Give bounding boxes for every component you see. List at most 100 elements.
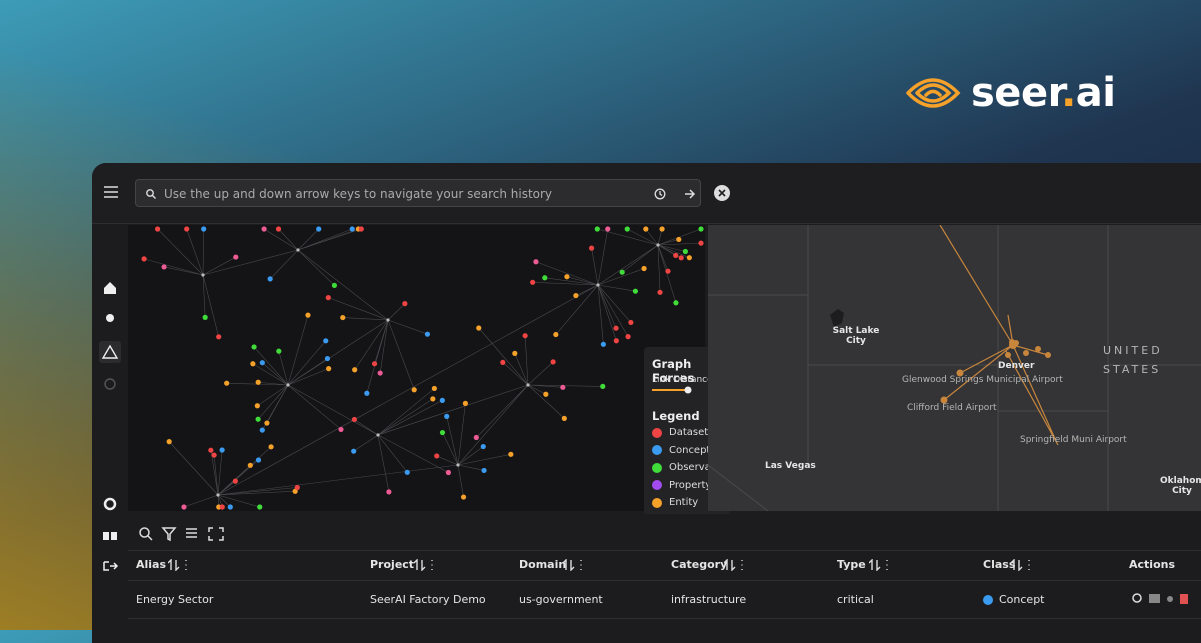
graph-node: [411, 387, 417, 393]
graph-edge: [157, 228, 204, 276]
graph-node: [456, 463, 460, 467]
graph-node: [202, 314, 208, 320]
table-cell: infrastructure: [671, 593, 747, 606]
graph-edge: [186, 228, 204, 276]
sort-arrows: [168, 559, 187, 571]
graph-node: [600, 341, 606, 347]
delete-action[interactable]: [1180, 594, 1188, 604]
graph-edge: [657, 242, 702, 246]
graph-edge: [297, 228, 353, 251]
app-window: Use the up and down arrow keys to naviga…: [92, 163, 1201, 643]
graph-node: [154, 226, 161, 232]
graph-node: [444, 413, 450, 419]
link-distance-slider[interactable]: [652, 385, 724, 395]
legend-title: Legend: [652, 409, 700, 423]
graph-edge: [202, 256, 236, 276]
sort-icon[interactable]: [414, 559, 436, 571]
search-placeholder: Use the up and down arrow keys to naviga…: [164, 187, 553, 201]
graph-edge: [183, 494, 219, 508]
graph-node: [676, 236, 682, 243]
graph-edge: [287, 368, 329, 386]
graph-node: [259, 427, 265, 433]
graph-node: [682, 248, 689, 255]
submit-button[interactable]: [684, 188, 696, 200]
explore-icon[interactable]: [106, 314, 114, 322]
view-action[interactable]: [1132, 593, 1142, 603]
graph-node: [276, 348, 282, 354]
graph-node: [267, 276, 273, 282]
graph-edge: [217, 494, 231, 508]
map-canvas[interactable]: [708, 225, 1201, 511]
graph-node: [255, 457, 262, 463]
graph-node: [364, 390, 370, 396]
graph-node: [508, 451, 514, 457]
search-tool[interactable]: [139, 527, 150, 538]
columns-tool[interactable]: [186, 528, 197, 538]
graph-edge: [597, 228, 659, 246]
map-view: Salt Lake City Denver Las Vegas Oklahoma…: [708, 225, 1201, 511]
graph-edge: [387, 319, 415, 390]
sort-icon[interactable]: [869, 559, 891, 571]
graph-node: [600, 383, 606, 389]
home-icon[interactable]: [104, 282, 116, 294]
graph-node: [596, 283, 600, 287]
graph-node: [512, 350, 518, 356]
graph-edge: [297, 228, 319, 251]
settings-icon[interactable]: [103, 497, 117, 511]
graph-edge: [278, 351, 289, 386]
graph-edge: [591, 248, 599, 286]
graph-node: [275, 226, 282, 232]
graph-node: [216, 493, 220, 497]
history-button[interactable]: [654, 188, 666, 200]
clear-button[interactable]: [714, 185, 730, 201]
column-header: Domain: [519, 558, 567, 571]
graph-node: [255, 379, 261, 385]
sidebar: [92, 224, 128, 643]
sort-icon[interactable]: [563, 559, 585, 571]
sort-icon[interactable]: [168, 559, 190, 571]
model-icon[interactable]: [104, 378, 116, 390]
graph-node: [605, 226, 611, 232]
graph-edge: [263, 228, 299, 251]
column-header: Project: [370, 558, 415, 571]
graph-node: [656, 243, 660, 247]
graph-edges: [144, 228, 702, 508]
docs-icon[interactable]: [103, 532, 117, 540]
share-action[interactable]: [1167, 596, 1173, 602]
search-input[interactable]: Use the up and down arrow keys to naviga…: [135, 179, 701, 207]
brand-logo: seer.ai: [905, 70, 1116, 116]
graph-node: [219, 504, 225, 510]
graph-node: [227, 504, 233, 510]
filter-tool[interactable]: [161, 527, 177, 541]
graph-edge: [377, 388, 435, 436]
graph-node: [254, 403, 260, 409]
sort-icon[interactable]: [724, 559, 746, 571]
graph-edge: [377, 434, 390, 492]
graph-node: [542, 275, 548, 281]
table-cell: Energy Sector: [136, 593, 214, 606]
graph-canvas[interactable]: [128, 225, 705, 511]
class-dot: [983, 595, 993, 605]
graph-edge: [210, 450, 219, 496]
logout-icon[interactable]: [103, 561, 119, 571]
table-toolbar: [139, 527, 224, 541]
legend-item: Property: [652, 480, 711, 491]
graph-edge: [258, 381, 289, 386]
graph-edge: [217, 494, 260, 508]
graph-edge: [657, 239, 679, 246]
graph-node: [543, 391, 549, 397]
graph-edge: [446, 416, 459, 466]
graph-edge: [202, 274, 206, 318]
graph-node: [224, 380, 230, 386]
fullscreen-tool[interactable]: [208, 527, 224, 541]
graph-edge: [257, 384, 289, 406]
graph-node: [476, 325, 482, 331]
graph-tab-active[interactable]: [99, 341, 121, 363]
map-action[interactable]: [1149, 594, 1160, 603]
sort-icon[interactable]: [1011, 559, 1033, 571]
menu-button[interactable]: [104, 186, 118, 198]
graph-edge: [597, 284, 617, 329]
graph-node: [324, 355, 331, 362]
graph-edge: [202, 249, 299, 276]
graph-edge: [597, 228, 609, 286]
